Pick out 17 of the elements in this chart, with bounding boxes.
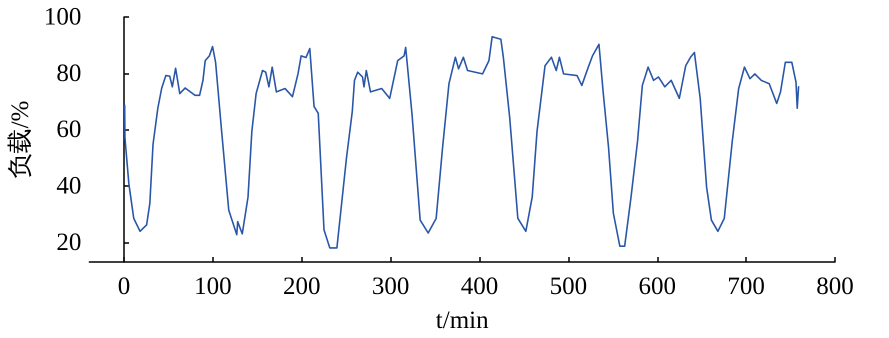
x-tick-label: 300 <box>372 273 410 300</box>
line-series <box>124 36 800 249</box>
x-tick-label: 500 <box>550 273 588 300</box>
x-tick-label: 0 <box>118 273 130 300</box>
x-tick-label: 800 <box>816 273 854 300</box>
x-axis-title: t/min <box>436 307 490 334</box>
x-tick-label: 100 <box>194 273 232 300</box>
x-tick-label: 600 <box>638 273 676 300</box>
y-axis-title: 负载/% <box>7 100 34 178</box>
y-tick-label: 40 <box>56 172 82 200</box>
y-tick-label: 80 <box>56 60 82 87</box>
x-tick-label: 200 <box>283 273 321 300</box>
y-tick-label: 60 <box>56 116 82 144</box>
x-tick-label: 700 <box>727 273 765 300</box>
y-tick-label: 100 <box>44 4 82 30</box>
x-tick-label: 400 <box>460 273 498 300</box>
y-tick-label: 20 <box>56 228 82 256</box>
